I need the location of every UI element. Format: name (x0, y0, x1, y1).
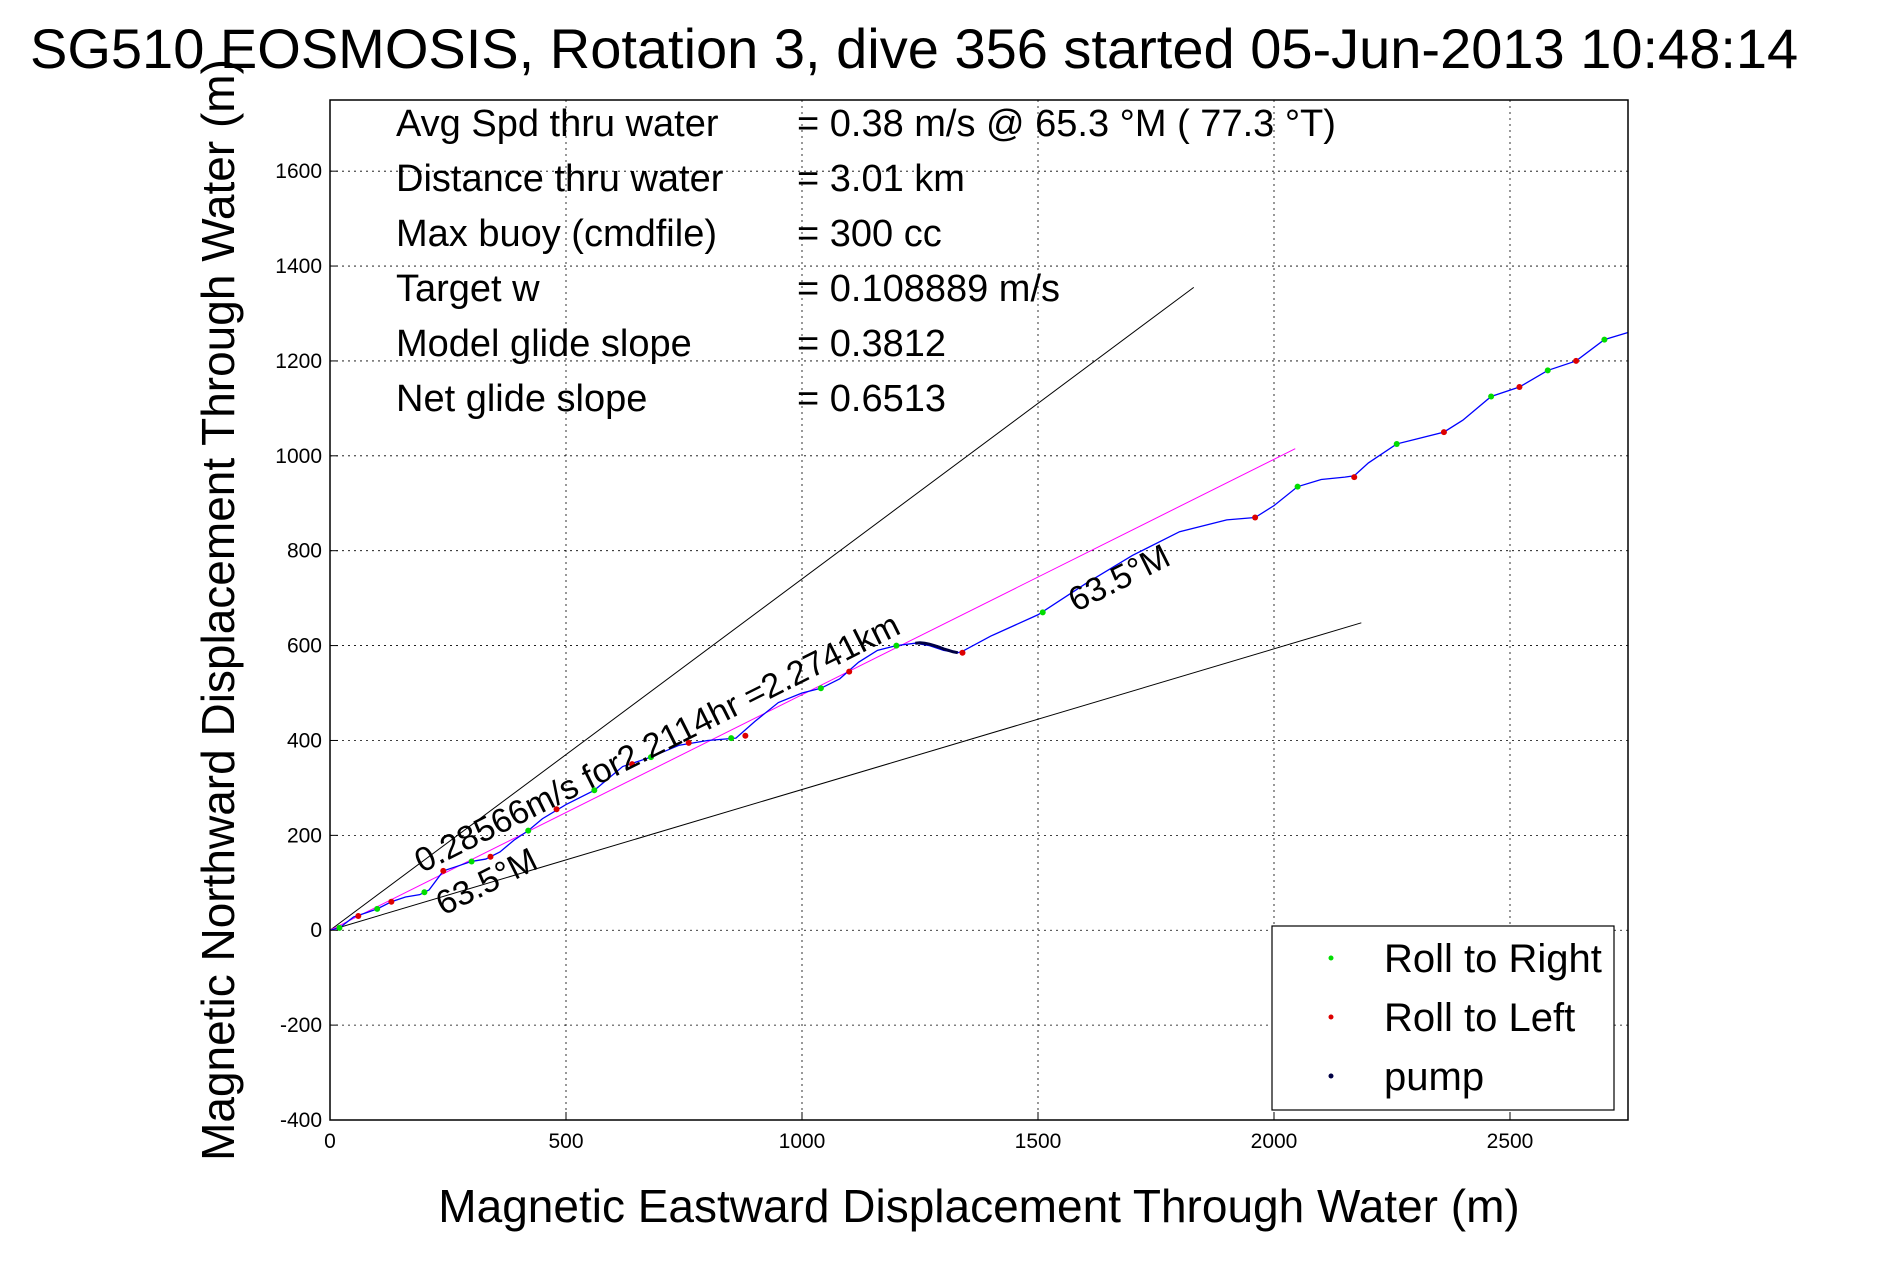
roll-left-point (685, 739, 692, 746)
x-tick-label: 2500 (1487, 1130, 1534, 1153)
roll-right-point (817, 685, 824, 692)
roll-right-point (468, 858, 475, 865)
roll-right-point (336, 924, 343, 931)
roll-right-point (1393, 440, 1400, 447)
roll-right-point (1488, 393, 1495, 400)
stat-label: Max buoy (cmdfile) (396, 213, 717, 255)
stat-value: = 0.3812 (797, 323, 946, 365)
roll-left-point (959, 649, 966, 656)
roll-right-point (1039, 609, 1046, 616)
x-tick-label: 0 (324, 1130, 336, 1153)
track-line (329, 331, 1629, 931)
x-tick-label: 500 (548, 1130, 583, 1153)
legend-marker (1328, 955, 1334, 961)
chart-title: SG510 EOSMOSIS, Rotation 3, dive 356 sta… (30, 17, 1798, 80)
y-tick-label: 1000 (275, 445, 322, 468)
reference-line (329, 622, 1362, 931)
x-ticks: 0 500 1000 1500 2000 2500 (324, 1112, 1533, 1153)
x-tick-label: 1000 (779, 1130, 826, 1153)
y-tick-label: 800 (287, 540, 322, 563)
roll-left-point (742, 732, 749, 739)
plot-frame (329, 99, 1629, 1121)
y-tick-label: 400 (287, 729, 322, 752)
y-tick-label: 600 (287, 635, 322, 658)
y-tick-label: 1600 (275, 160, 322, 183)
y-tick-label: -400 (280, 1109, 322, 1132)
roll-left-point (846, 668, 853, 675)
legend-label: pump (1384, 1055, 1484, 1099)
y-axis-label: Magnetic Northward Displacement Through … (192, 59, 244, 1161)
y-tick-label: 1200 (275, 350, 322, 373)
roll-left-point (1440, 429, 1447, 436)
reference-line (329, 286, 1195, 931)
roll-right-point (525, 827, 532, 834)
roll-right-point (728, 735, 735, 742)
roll-left-point (388, 898, 395, 905)
roll-left-point (1573, 357, 1580, 364)
roll-left-point (355, 913, 362, 919)
roll-right-point (421, 889, 428, 896)
roll-right-point (1294, 483, 1301, 490)
stat-label: Distance thru water (396, 158, 724, 200)
reference-lines (329, 286, 1362, 931)
stat-label: Avg Spd thru water (396, 103, 719, 145)
pump-segment (915, 641, 959, 655)
stat-label: Target w (396, 268, 540, 310)
legend-label: Roll to Left (1384, 996, 1575, 1040)
stat-value: = 0.38 m/s @ 65.3 °M ( 77.3 °T) (797, 103, 1336, 145)
markers-group (336, 336, 1608, 931)
stat-value: = 0.108889 m/s (797, 268, 1060, 310)
y-tick-label: 0 (310, 919, 322, 942)
roll-right-point (1601, 336, 1608, 343)
roll-left-point (553, 806, 560, 813)
y-tick-label: 1400 (275, 255, 322, 278)
roll-left-point (440, 867, 447, 874)
y-ticks: -400 -200 0 200 400 600 800 1000 1200 1400 1600 (275, 160, 338, 1132)
roll-left-point (487, 853, 494, 860)
legend: Roll to Right Roll to Left pump (1271, 925, 1615, 1111)
roll-right-point (591, 787, 598, 794)
stat-value: = 300 cc (797, 213, 942, 255)
roll-left-point (1516, 384, 1523, 391)
grid (329, 100, 1628, 1121)
legend-marker (1328, 1014, 1334, 1020)
roll-left-point (1351, 474, 1358, 481)
roll-left-point (629, 761, 636, 768)
stats-block: Avg Spd thru water = 0.38 m/s @ 65.3 °M (… (396, 103, 1336, 420)
stat-value: = 3.01 km (797, 158, 965, 200)
stat-label: Net glide slope (396, 378, 647, 420)
stat-value: = 0.6513 (797, 378, 946, 420)
stat-label: Model glide slope (396, 323, 692, 365)
roll-left-point (1252, 514, 1259, 521)
legend-label: Roll to Right (1384, 937, 1602, 981)
reference-line (329, 448, 1296, 931)
x-axis-label: Magnetic Eastward Displacement Through W… (438, 1180, 1519, 1232)
roll-right-point (1544, 367, 1551, 374)
roll-right-point (374, 905, 381, 912)
roll-right-point (647, 754, 654, 761)
roll-right-point (893, 642, 900, 649)
y-tick-label: 200 (287, 824, 322, 847)
series-group (329, 331, 1629, 931)
x-tick-label: 2000 (1251, 1130, 1298, 1153)
y-tick-label: -200 (280, 1014, 322, 1037)
x-tick-label: 1500 (1015, 1130, 1062, 1153)
legend-marker (1328, 1073, 1334, 1079)
